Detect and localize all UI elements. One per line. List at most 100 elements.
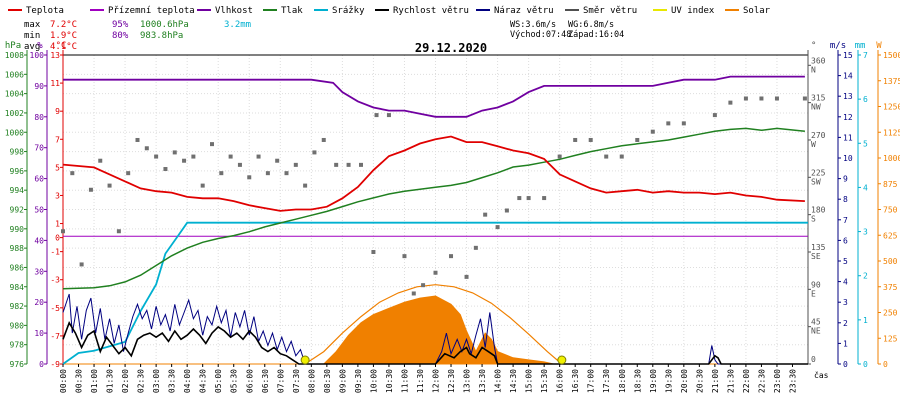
pct-axis-tick-label: 10 (34, 329, 44, 338)
ms-axis-tick-label: 13 (843, 92, 853, 101)
wind-direction-point (386, 113, 391, 118)
wind-direction-point (526, 196, 531, 201)
ms-axis-tick-label: 8 (843, 195, 848, 204)
x-tick-label: 16:30 (571, 369, 580, 393)
x-tick-label: 17:00 (587, 369, 596, 393)
pct-axis-tick-label: 20 (34, 298, 44, 307)
x-tick-label: 15:30 (540, 369, 549, 393)
wind-direction-point (70, 171, 75, 176)
deg-axis-dir-label: NW (811, 103, 821, 112)
wind-direction-point (79, 262, 84, 267)
wind-direction-point (759, 96, 764, 101)
x-tick-label: 18:30 (633, 369, 642, 393)
x-axis-label: čas (814, 370, 829, 380)
axes: hPa9769789809829849869889909929949969981… (5, 41, 900, 369)
wind-direction-point (359, 162, 363, 167)
deg-axis-dir-label: N (811, 65, 816, 74)
wind-direction-point (256, 154, 261, 159)
ms-axis-tick-label: 5 (843, 257, 848, 266)
wm-axis-tick-label: 1250 (883, 103, 900, 112)
stats-avg-label: avg (24, 42, 40, 52)
wind-direction-point (334, 162, 339, 167)
wind-direction-point (449, 254, 454, 259)
x-tick-label: 17:30 (602, 369, 611, 393)
deg-axis-label: ° (811, 41, 816, 51)
wm-axis-tick-label: 625 (883, 231, 898, 240)
wind-direction-point (650, 129, 655, 134)
wind-direction-point (483, 212, 488, 217)
legend-label: Srážky (332, 6, 365, 16)
hpa-axis-tick-label: 980 (10, 321, 25, 330)
x-tick-label: 02:00 (121, 369, 130, 393)
ms-axis-tick-label: 2 (843, 319, 848, 328)
hpa-axis-tick-label: 1004 (5, 90, 24, 99)
chart-date: 29.12.2020 (415, 41, 487, 55)
mm-axis-tick-label: 0 (863, 360, 868, 369)
x-tick-label: 00:30 (75, 369, 84, 393)
legend-label: Přízemní teplota (108, 6, 195, 16)
temp-axis-tick-label: -7 (50, 332, 60, 341)
ms-axis-tick-label: 9 (843, 175, 848, 184)
stats-max-hum: 95% (112, 20, 129, 30)
legend-label: Náraz větru (494, 6, 554, 16)
temp-axis-tick-label: -3 (50, 276, 60, 285)
temp-axis-label: °C (56, 41, 67, 51)
hpa-axis-tick-label: 984 (10, 283, 25, 292)
deg-axis-dir-label: W (811, 140, 816, 149)
stats-max-press: 1000.6hPa (140, 20, 189, 30)
temp-axis-tick-label: 9 (55, 107, 60, 116)
wind-ws: WS:3.6m/s (510, 20, 556, 30)
wm-axis-tick-label: 125 (883, 334, 898, 343)
ms-axis-tick-label: 10 (843, 154, 853, 163)
deg-axis-tick-label: 315 (811, 94, 826, 103)
wind-direction-point (144, 146, 149, 151)
deg-axis-tick-label: 180 (811, 206, 826, 215)
deg-axis-dir-label: S (811, 215, 816, 224)
wind-direction-point (346, 162, 351, 167)
legend-label: Solar (743, 6, 771, 16)
pct-axis-tick-label: 80 (34, 113, 44, 122)
stats-max-rain: 3.2mm (224, 20, 251, 30)
legend-label: UV index (671, 6, 715, 16)
wind-direction-point (172, 150, 177, 155)
x-tick-label: 21:30 (726, 369, 735, 393)
x-axis: 00:00 00:30 01:00 01:30 02:00 02:30 03:00 03:30… (59, 364, 797, 393)
pressure-line (62, 127, 805, 290)
stats-block: max 7.2°C 95% 1000.6hPa 3.2mm min 1.9°C … (24, 20, 251, 52)
deg-axis-dir-label: E (811, 289, 816, 298)
wm-axis-tick-label: 1125 (883, 128, 900, 137)
wind-direction-point (619, 154, 624, 159)
wind-direction-point (542, 196, 547, 201)
sunrise-text: Východ:07:48 (510, 30, 571, 40)
legend-label: Vlhkost (215, 6, 253, 16)
pct-axis-tick-label: 30 (34, 267, 44, 276)
rain-line (62, 221, 808, 365)
temp-axis-tick-label: 7 (55, 135, 60, 144)
mm-axis-tick-label: 2 (863, 272, 868, 281)
x-tick-label: 04:30 (199, 369, 208, 393)
wm-axis-label: W (876, 41, 882, 51)
pct-axis-tick-label: 70 (34, 144, 44, 153)
wind-direction-point (433, 270, 438, 275)
x-tick-label: 14:30 (509, 369, 518, 393)
x-tick-label: 01:30 (106, 369, 115, 393)
wind-direction-point (743, 96, 748, 101)
x-tick-label: 11:30 (416, 369, 425, 393)
uv-marker (300, 355, 310, 365)
deg-axis-dir-label: SE (811, 252, 821, 261)
deg-axis-tick-label: 0 (811, 355, 816, 364)
x-tick-label: 19:00 (649, 369, 658, 393)
x-tick-label: 21:00 (711, 369, 720, 393)
hpa-axis-tick-label: 978 (10, 341, 25, 350)
x-tick-label: 06:00 (245, 369, 254, 393)
legend-label: Rychlost větru (393, 6, 469, 16)
x-tick-label: 05:30 (230, 369, 239, 393)
hpa-axis-tick-label: 982 (10, 302, 25, 311)
deg-axis-tick-label: 270 (811, 131, 826, 140)
temp-axis-tick-label: 0 (55, 234, 60, 243)
deg-axis-dir-label: NE (811, 327, 821, 336)
mm-axis-tick-label: 3 (863, 228, 868, 237)
wind-direction-point (228, 154, 233, 159)
wind-direction-point (573, 137, 578, 142)
ms-axis-tick-label: 12 (843, 113, 853, 122)
